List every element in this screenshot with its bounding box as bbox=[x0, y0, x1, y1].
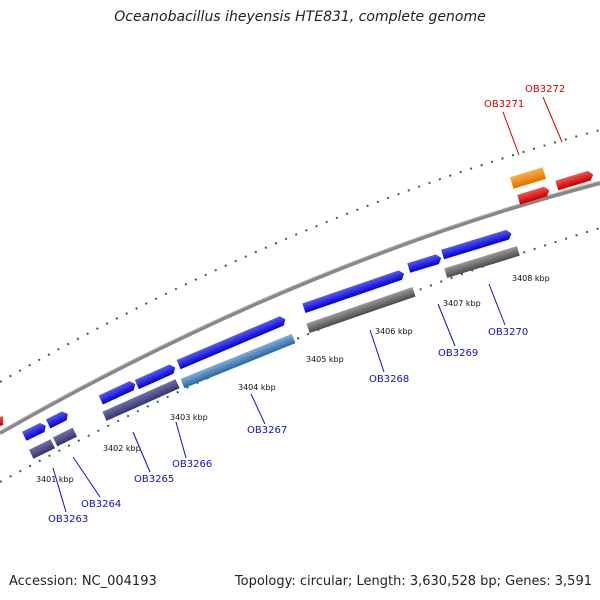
gene-ob3264-reverse[interactable] bbox=[52, 427, 78, 447]
gene-ob3272[interactable] bbox=[555, 170, 594, 191]
forward-strand-genes bbox=[0, 229, 513, 441]
gene-label-ob3271[interactable]: OB3271 bbox=[484, 99, 524, 110]
kbp-label-3406: 3406 kbp bbox=[375, 327, 413, 336]
accession-text: Accession: NC_004193 bbox=[9, 574, 157, 589]
kbp-label-3407: 3407 kbp bbox=[443, 299, 481, 308]
kbp-label-3408: 3408 kbp bbox=[512, 274, 550, 283]
gene-ob3266-forward[interactable] bbox=[134, 363, 177, 390]
gene-ob3267-forward[interactable] bbox=[176, 315, 288, 370]
genome-backbone bbox=[0, 181, 600, 435]
gene-ob3268-forward[interactable] bbox=[302, 269, 405, 313]
gene-ob3263-reverse[interactable] bbox=[29, 439, 55, 459]
reverse-strand-genes bbox=[29, 246, 520, 459]
gene-label-ob3270[interactable]: OB3270 bbox=[488, 327, 528, 338]
gene-label-ob3272[interactable]: OB3272 bbox=[525, 84, 565, 95]
gene-label-ob3269[interactable]: OB3269 bbox=[438, 348, 478, 359]
inner-tick-track bbox=[0, 227, 600, 483]
gene-labels: OB3263 OB3264 OB3265 OB3266 OB3267 OB326… bbox=[48, 84, 565, 525]
gene-ob3271-reverse[interactable] bbox=[517, 186, 551, 205]
genome-title: Oceanobacillus iheyensis HTE831, complet… bbox=[114, 9, 486, 25]
gene-ob3269-forward[interactable] bbox=[407, 253, 442, 273]
kbp-label-3401: 3401 kbp bbox=[36, 475, 74, 484]
gene-ob3268-reverse[interactable] bbox=[306, 287, 416, 333]
leader-lines bbox=[52, 96, 563, 513]
upper-right-genes bbox=[509, 167, 594, 205]
gene-partial-left[interactable] bbox=[0, 416, 3, 426]
gene-ob3270-reverse[interactable] bbox=[444, 246, 520, 278]
gene-ob3271-forward[interactable] bbox=[509, 167, 547, 189]
genome-summary-text: Topology: circular; Length: 3,630,528 bp… bbox=[234, 574, 592, 589]
gene-ob3265-forward[interactable] bbox=[98, 379, 138, 405]
gene-label-ob3268[interactable]: OB3268 bbox=[369, 374, 409, 385]
gene-label-ob3267[interactable]: OB3267 bbox=[247, 425, 287, 436]
gene-ob3264-forward[interactable] bbox=[45, 410, 70, 429]
kbp-label-3405: 3405 kbp bbox=[306, 355, 344, 364]
kbp-label-3402: 3402 kbp bbox=[103, 444, 141, 453]
gene-ob3265-reverse[interactable] bbox=[102, 379, 180, 421]
kbp-label-3403: 3403 kbp bbox=[170, 413, 208, 422]
kbp-labels: 3401 kbp 3402 kbp 3403 kbp 3404 kbp 3405… bbox=[36, 274, 550, 484]
kbp-label-3404: 3404 kbp bbox=[238, 383, 276, 392]
gene-label-ob3265[interactable]: OB3265 bbox=[134, 474, 174, 485]
gene-ob3263-forward[interactable] bbox=[22, 421, 48, 441]
gene-label-ob3263[interactable]: OB3263 bbox=[48, 514, 88, 525]
gene-label-ob3266[interactable]: OB3266 bbox=[172, 459, 212, 470]
gene-label-ob3264[interactable]: OB3264 bbox=[81, 499, 121, 510]
gene-ob3270-forward[interactable] bbox=[441, 229, 513, 260]
gene-ob3267-reverse[interactable] bbox=[180, 333, 296, 389]
